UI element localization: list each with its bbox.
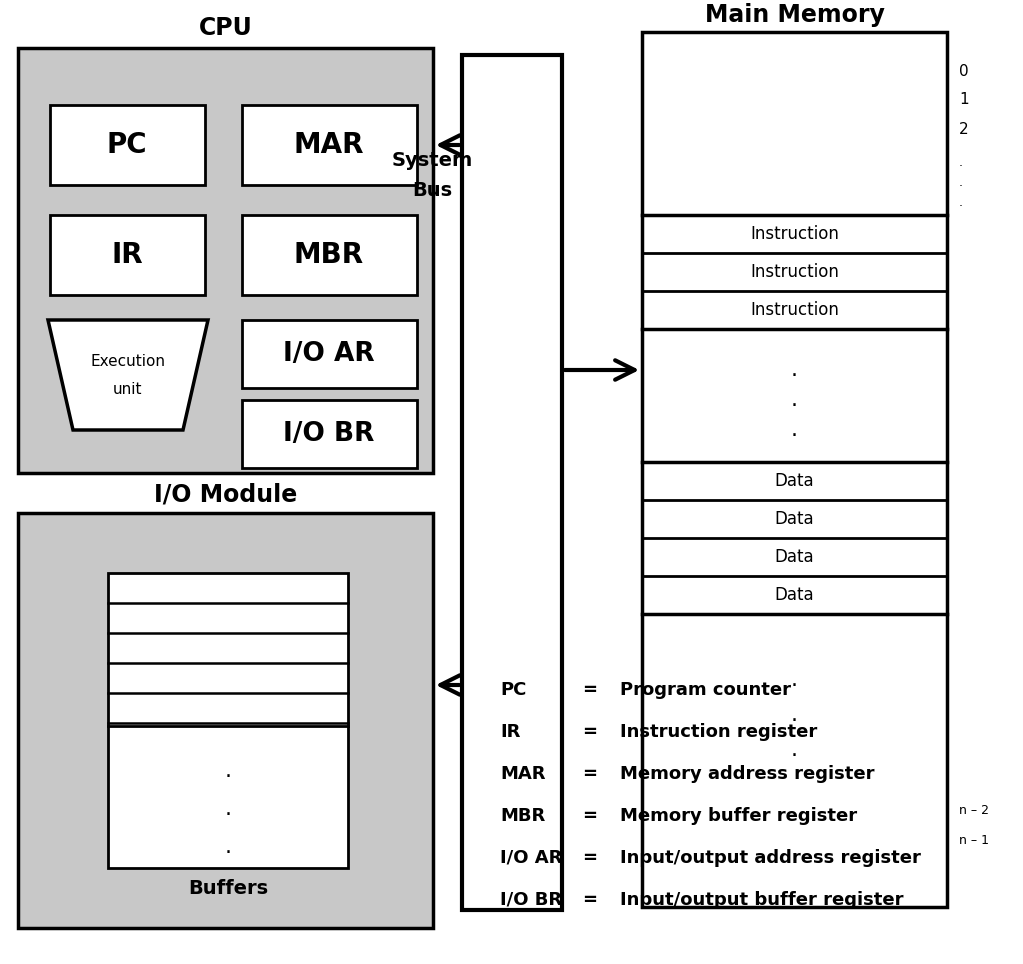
Polygon shape xyxy=(48,320,208,430)
Text: .: . xyxy=(959,175,963,189)
Text: .: . xyxy=(959,155,963,169)
Text: .: . xyxy=(791,740,798,760)
Text: n – 2: n – 2 xyxy=(959,804,989,817)
Bar xyxy=(242,320,417,388)
Text: .: . xyxy=(791,360,798,380)
Text: MAR: MAR xyxy=(500,765,545,783)
Text: MAR: MAR xyxy=(294,131,364,159)
Text: IR: IR xyxy=(112,241,143,269)
Text: Instruction register: Instruction register xyxy=(620,723,817,741)
Text: Instruction: Instruction xyxy=(750,301,839,319)
Text: .: . xyxy=(791,390,798,410)
Text: Instruction: Instruction xyxy=(750,263,839,281)
Text: 2: 2 xyxy=(959,122,969,138)
Text: I/O Module: I/O Module xyxy=(153,482,297,506)
Text: Data: Data xyxy=(774,586,814,604)
Bar xyxy=(242,215,417,295)
Text: Bus: Bus xyxy=(412,180,452,200)
Text: Data: Data xyxy=(774,510,814,528)
Text: .: . xyxy=(224,799,231,819)
Text: Data: Data xyxy=(774,472,814,490)
Bar xyxy=(18,48,433,473)
Text: =: = xyxy=(582,723,597,741)
Text: .: . xyxy=(791,670,798,690)
Text: I/O BR: I/O BR xyxy=(283,421,374,447)
Text: I/O AR: I/O AR xyxy=(283,341,374,367)
Text: I/O BR: I/O BR xyxy=(500,891,562,909)
Text: Memory buffer register: Memory buffer register xyxy=(620,807,857,825)
Text: Buffers: Buffers xyxy=(188,878,268,897)
Text: PC: PC xyxy=(106,131,147,159)
Text: Execution: Execution xyxy=(90,355,166,369)
Text: 0: 0 xyxy=(959,65,969,79)
Text: Program counter: Program counter xyxy=(620,681,791,699)
Text: n – 1: n – 1 xyxy=(959,834,989,846)
Text: Memory address register: Memory address register xyxy=(620,765,875,783)
Text: .: . xyxy=(959,196,963,208)
Text: MBR: MBR xyxy=(500,807,545,825)
Text: MBR: MBR xyxy=(294,241,364,269)
Text: Main Memory: Main Memory xyxy=(705,3,885,27)
Bar xyxy=(50,105,205,185)
Text: System: System xyxy=(392,150,473,170)
Text: IR: IR xyxy=(500,723,521,741)
Text: =: = xyxy=(582,765,597,783)
Text: I/O AR: I/O AR xyxy=(500,849,563,867)
Text: CPU: CPU xyxy=(198,16,253,40)
Bar xyxy=(242,105,417,185)
Text: .: . xyxy=(224,837,231,857)
Text: unit: unit xyxy=(114,383,143,397)
Text: Instruction: Instruction xyxy=(750,225,839,243)
Text: .: . xyxy=(791,705,798,725)
Text: =: = xyxy=(582,849,597,867)
Text: =: = xyxy=(582,681,597,699)
Text: Data: Data xyxy=(774,548,814,566)
Text: .: . xyxy=(224,761,231,781)
Text: 1: 1 xyxy=(959,93,969,108)
Text: Input/output buffer register: Input/output buffer register xyxy=(620,891,903,909)
Text: Input/output address register: Input/output address register xyxy=(620,849,921,867)
Bar xyxy=(108,573,348,868)
Text: =: = xyxy=(582,807,597,825)
Text: .: . xyxy=(791,420,798,440)
Text: =: = xyxy=(582,891,597,909)
Bar xyxy=(242,400,417,468)
Bar xyxy=(462,55,562,910)
Bar xyxy=(50,215,205,295)
Text: PC: PC xyxy=(500,681,527,699)
Bar xyxy=(642,32,947,907)
Bar xyxy=(18,513,433,928)
